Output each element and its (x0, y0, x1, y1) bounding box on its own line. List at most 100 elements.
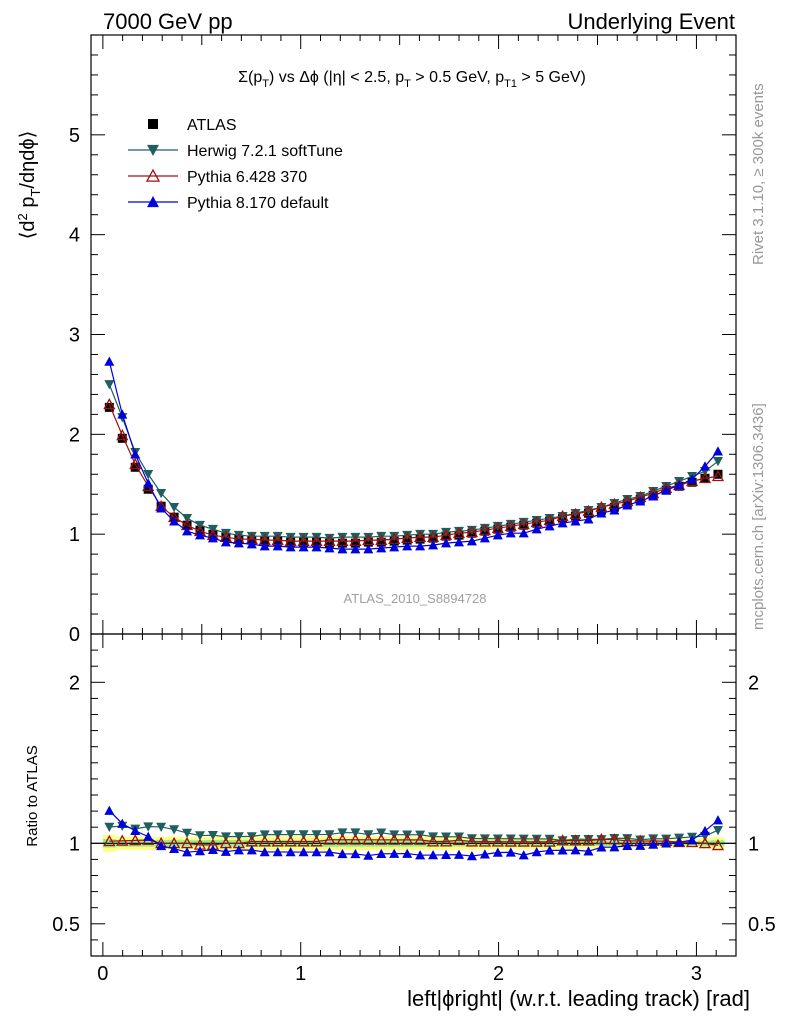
ratio-point-pythia-6-428-370 (582, 834, 595, 846)
ratio-point-pythia-8-170-default (311, 847, 322, 857)
data-point-pythia-6-428-370 (711, 469, 725, 482)
ratio-point-herwig-7-2-1-softtune (169, 825, 180, 835)
data-point-herwig-7-2-1-softtune (143, 470, 154, 480)
ratio-point-pythia-6-428-370 (116, 834, 129, 846)
data-point-pythia-8-170-default (583, 514, 594, 524)
series-herwig-7-2-1-softtune (104, 380, 723, 846)
ratio-point-pythia-6-428-370 (284, 835, 297, 847)
ratio-point-herwig-7-2-1-softtune (285, 830, 296, 840)
ratio-point-pythia-6-428-370 (491, 835, 504, 847)
data-point-herwig-7-2-1-softtune (544, 513, 555, 524)
data-point-herwig-7-2-1-softtune (156, 488, 167, 499)
ratio-point-herwig-7-2-1-softtune (207, 831, 218, 841)
ratio-point-pythia-6-428-370 (103, 834, 116, 847)
series-atlas (104, 402, 723, 548)
ratio-point-pythia-8-170-default (324, 847, 335, 857)
axes-layer: 0 1 2 3 0 1 2 3 4 5 0.5 0.5 1 1 2 2 (52, 35, 776, 985)
data-point-herwig-7-2-1-softtune (363, 532, 374, 543)
ratio-point-pythia-8-170-default (246, 845, 257, 855)
legend-entry-pythia-6-428-370: Pythia 6.428 370 (128, 168, 307, 186)
ratio-point-herwig-7-2-1-softtune (570, 834, 581, 845)
data-point-pythia-8-170-default (518, 528, 529, 538)
data-point-herwig-7-2-1-softtune (441, 527, 452, 538)
watermark-label: ATLAS_2010_S8894728 (344, 591, 487, 606)
ratio-point-herwig-7-2-1-softtune (453, 832, 464, 842)
data-point-herwig-7-2-1-softtune (104, 380, 115, 390)
x-tick-label: 3 (691, 963, 702, 985)
data-point-pythia-8-170-default (648, 491, 659, 501)
ratio-point-pythia-6-428-370 (414, 833, 427, 845)
ratio-point-herwig-7-2-1-softtune (648, 834, 659, 844)
data-point-pythia-8-170-default (674, 480, 685, 490)
ratio-point-herwig-7-2-1-softtune (156, 822, 167, 832)
ratio-point-pythia-6-428-370 (465, 835, 479, 847)
ratio-point-pythia-8-170-default (272, 846, 283, 857)
ratio-point-herwig-7-2-1-softtune (104, 822, 115, 832)
ratio-point-pythia-8-170-default (479, 849, 490, 859)
data-point-atlas (117, 433, 127, 443)
data-point-herwig-7-2-1-softtune (324, 533, 335, 544)
ratio-point-pythia-8-170-default (609, 842, 620, 852)
header-left-label: 7000 GeV pp (103, 9, 233, 34)
ratio-point-pythia-6-428-370 (504, 835, 517, 847)
ratio-point-pythia-8-170-default (596, 842, 607, 852)
ratio-point-pythia-8-170-default (298, 847, 309, 857)
data-point-herwig-7-2-1-softtune (712, 457, 723, 467)
ratio-point-pythia-6-428-370 (556, 834, 569, 846)
data-point-pythia-8-170-default (402, 541, 413, 551)
data-point-herwig-7-2-1-softtune (609, 498, 620, 509)
chart-title: Σ(pT) vs Δϕ (|η| < 2.5, pT > 0.5 GeV, pT… (238, 69, 586, 90)
ratio-point-herwig-7-2-1-softtune (531, 834, 542, 844)
y-tick-label: 2 (69, 424, 80, 446)
data-point-pythia-8-170-default (505, 528, 516, 538)
data-point-pythia-8-170-default (117, 409, 128, 419)
data-point-pythia-8-170-default (687, 474, 698, 484)
ratio-point-pythia-8-170-default (700, 825, 711, 836)
data-point-herwig-7-2-1-softtune (259, 531, 270, 542)
data-point-herwig-7-2-1-softtune (479, 523, 490, 534)
legend-marker (147, 196, 159, 208)
ratio-point-pythia-6-428-370 (323, 833, 336, 845)
data-point-pythia-8-170-default (311, 542, 322, 552)
ratio-point-herwig-7-2-1-softtune (194, 831, 205, 841)
ratio-point-pythia-8-170-default (648, 839, 659, 849)
ratio-point-pythia-8-170-default (635, 840, 646, 850)
ratio-point-pythia-6-428-370 (401, 833, 414, 845)
ratio-point-herwig-7-2-1-softtune (492, 834, 503, 844)
x-tick-label: 2 (493, 963, 504, 985)
ratio-point-herwig-7-2-1-softtune (609, 833, 620, 844)
data-point-atlas (104, 402, 114, 412)
ratio-point-pythia-8-170-default (674, 837, 685, 847)
ratio-point-pythia-6-428-370 (129, 834, 142, 846)
series-line-herwig-7-2-1-softtune (108, 384, 719, 539)
ratio-point-herwig-7-2-1-softtune (544, 834, 555, 845)
ratio-point-pythia-8-170-default (505, 847, 516, 857)
y-tick-label: 4 (69, 225, 80, 247)
ratio-point-pythia-8-170-default (661, 838, 672, 848)
series-line-pythia-6-428-370 (108, 404, 719, 542)
ratio-point-pythia-8-170-default (402, 848, 413, 858)
ratio-point-herwig-7-2-1-softtune (272, 830, 283, 840)
data-point-pythia-8-170-default (596, 508, 607, 518)
data-point-pythia-6-428-370 (698, 471, 712, 484)
ratio-point-pythia-8-170-default (363, 850, 374, 860)
data-point-herwig-7-2-1-softtune (169, 502, 180, 513)
ratio-y-axis-label: Ratio to ATLAS (24, 745, 41, 846)
y-tick-label: 0 (69, 624, 80, 646)
data-point-pythia-8-170-default (544, 521, 555, 531)
ratio-point-pythia-6-428-370 (426, 835, 440, 847)
data-point-herwig-7-2-1-softtune (233, 530, 244, 541)
legend-label: Pythia 6.428 370 (187, 169, 307, 186)
ratio-point-pythia-8-170-default (194, 846, 205, 856)
ratio-point-pythia-8-170-default (156, 840, 167, 851)
data-point-pythia-8-170-default (169, 516, 180, 526)
ratio-y-tick-label-right: 0.5 (748, 914, 776, 936)
ratio-point-pythia-8-170-default (712, 815, 723, 825)
data-point-pythia-8-170-default (441, 538, 452, 548)
ratio-point-herwig-7-2-1-softtune (635, 835, 646, 845)
ratio-point-pythia-8-170-default (557, 845, 568, 855)
ratio-point-herwig-7-2-1-softtune (583, 835, 594, 845)
ratio-point-pythia-8-170-default (441, 849, 452, 860)
ratio-point-pythia-6-428-370 (336, 833, 349, 845)
